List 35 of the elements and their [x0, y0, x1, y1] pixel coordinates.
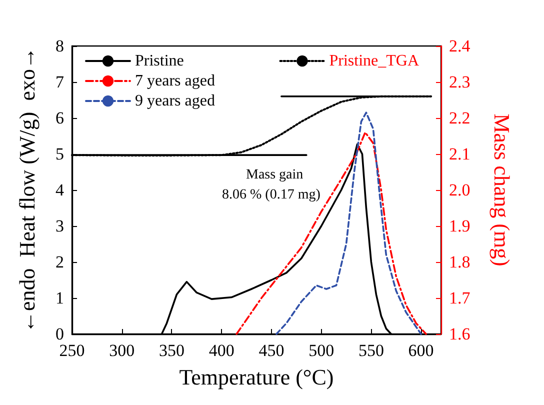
y2-tick-label: 2.3 [449, 72, 470, 92]
y2-axis-title: Mass chang (mg) [490, 114, 514, 266]
y-tick-label: 4 [56, 180, 64, 200]
legend-label: Pristine_TGA [329, 52, 420, 70]
annotation: 8.06 % (0.17 mg) [222, 188, 321, 202]
legend-label: 9 years aged [135, 92, 215, 110]
y-tick-label: 2 [56, 252, 64, 272]
y2-tick-label: 2.1 [449, 144, 470, 164]
x-tick-label: 550 [358, 341, 384, 360]
y2-tick-label: 1.7 [449, 288, 471, 308]
y-tick-label: 5 [56, 144, 64, 164]
y-tick-label: 8 [56, 36, 64, 56]
y-tick-label: 7 [56, 72, 64, 92]
y2-tick-label: 2.4 [449, 36, 471, 56]
y2-tick-label: 2.0 [449, 180, 470, 200]
x-tick-label: 400 [208, 341, 234, 360]
y-tick-label: 3 [56, 216, 64, 236]
x-tick-label: 500 [308, 341, 334, 360]
y2-tick-label: 1.8 [449, 252, 470, 272]
y-tick-label: 0 [56, 324, 64, 344]
x-tick-label: 300 [109, 341, 135, 360]
x-tick-label: 250 [59, 341, 85, 360]
y-axis-title: ←endo Heat flow (W/g) exo→ [14, 47, 40, 333]
legend-label: 7 years aged [135, 72, 215, 90]
y-tick-label: 1 [56, 288, 64, 308]
annotation: Mass gain [246, 168, 304, 182]
y2-tick-label: 2.2 [449, 108, 470, 128]
y-tick-label: 6 [56, 108, 64, 128]
x-axis-title: Temperature (°C) [179, 364, 334, 390]
legend-label: Pristine [135, 52, 184, 70]
x-tick-label: 350 [158, 341, 184, 360]
y2-tick-label: 1.9 [449, 216, 470, 236]
y2-tick-label: 1.6 [449, 324, 470, 344]
x-tick-label: 450 [258, 341, 284, 360]
x-tick-label: 600 [408, 341, 434, 360]
